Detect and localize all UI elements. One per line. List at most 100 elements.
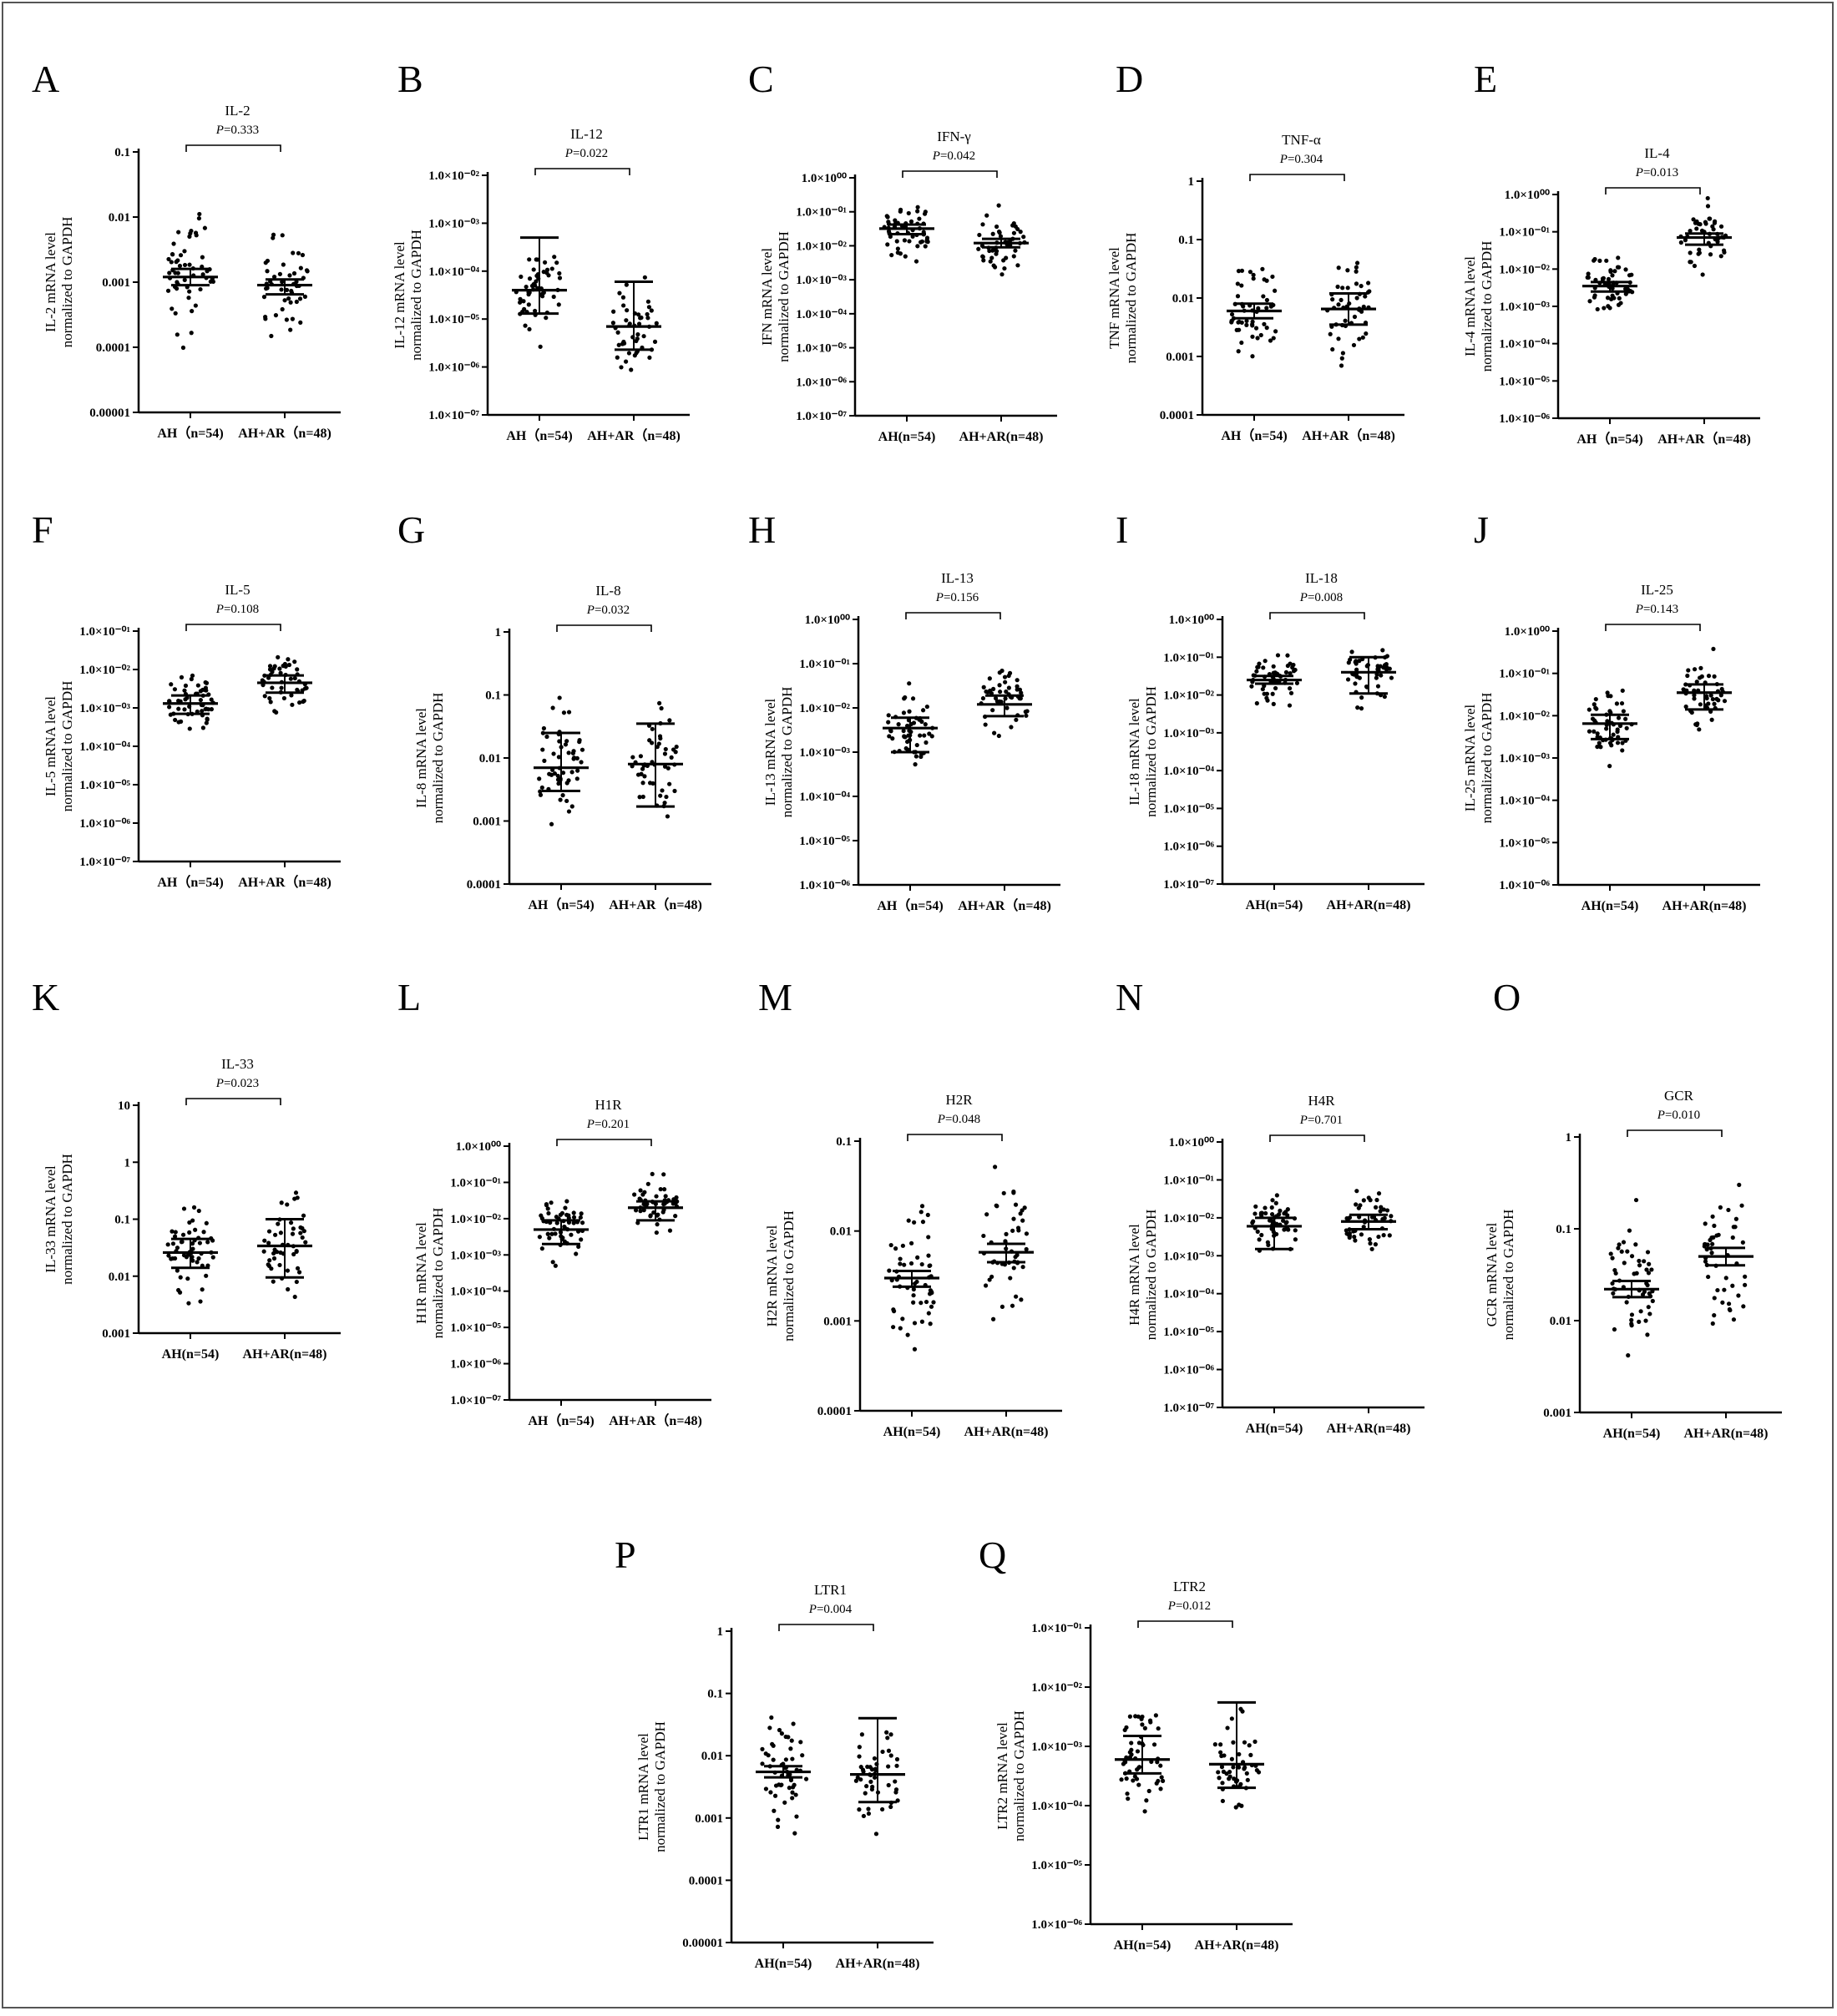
data-point — [1604, 726, 1609, 731]
p-value: P=0.333 — [215, 124, 259, 137]
y-axis-title-line: normalized to GAPDH — [1143, 1210, 1159, 1341]
data-point — [1718, 1205, 1723, 1210]
data-point — [1269, 1211, 1275, 1217]
data-point — [902, 734, 907, 740]
data-point — [537, 776, 542, 781]
data-point — [988, 688, 993, 693]
y-tick-label: 1.0×10⁻⁰¹ — [1031, 1622, 1082, 1635]
data-point — [1698, 665, 1703, 670]
data-point — [886, 220, 891, 225]
data-point — [551, 751, 556, 756]
data-point — [541, 725, 547, 731]
data-point — [648, 1213, 653, 1218]
y-tick-label: 1.0×10⁻⁰⁶ — [1163, 1364, 1214, 1377]
data-point — [182, 277, 187, 283]
data-point — [1288, 690, 1294, 695]
data-point — [1155, 1760, 1160, 1765]
data-point — [1366, 1195, 1371, 1200]
p-value: P=0.008 — [1299, 591, 1343, 604]
data-point — [1367, 1237, 1372, 1242]
data-point — [285, 1268, 291, 1273]
data-point — [1688, 228, 1693, 234]
data-point — [1285, 653, 1290, 658]
data-point — [518, 300, 523, 305]
data-point — [616, 342, 621, 347]
data-point — [549, 1200, 554, 1205]
data-point — [657, 700, 662, 705]
data-point — [289, 693, 294, 698]
panel-l: L 1.0×10⁰⁰ 1.0×10⁻⁰¹ 1.0×10⁻⁰² 1.0×10⁻⁰³ 1.0×… — [397, 976, 711, 1428]
data-point — [1217, 1776, 1222, 1781]
data-point — [998, 690, 1003, 695]
data-point — [865, 1764, 870, 1770]
data-point — [563, 1205, 568, 1210]
data-point — [1592, 729, 1597, 734]
data-point — [658, 793, 663, 798]
data-point — [646, 305, 652, 310]
data-point — [1126, 1796, 1131, 1801]
data-point — [1140, 1722, 1145, 1727]
p-symbol: P — [1635, 166, 1643, 179]
data-point — [1237, 1802, 1242, 1807]
data-point — [1683, 704, 1688, 710]
data-point — [181, 1206, 187, 1211]
y-tick-label: 1.0×10⁻⁰⁴ — [1499, 338, 1550, 351]
y-tick-label: 1.0×10⁻⁰¹ — [450, 1176, 501, 1190]
data-point — [990, 1316, 996, 1321]
data-point — [293, 1190, 299, 1195]
data-point — [903, 695, 908, 700]
data-point — [1242, 1765, 1247, 1770]
panel-letter: Q — [979, 1533, 1006, 1576]
data-point — [200, 709, 205, 714]
panel-letter: I — [1116, 508, 1128, 551]
data-point — [201, 1230, 206, 1235]
data-point — [611, 309, 616, 314]
data-point — [641, 334, 646, 339]
data-point — [1593, 705, 1598, 710]
data-point — [1015, 678, 1020, 683]
data-point — [1135, 1767, 1140, 1772]
data-point — [996, 203, 1001, 208]
data-point — [1382, 663, 1388, 668]
data-point — [637, 1196, 642, 1201]
data-point — [540, 747, 545, 752]
data-point — [1710, 1214, 1715, 1219]
data-point — [915, 205, 920, 210]
y-axis-title: H4R mRNA levelnormalized to GAPDH — [1126, 1210, 1159, 1341]
data-point — [1013, 1255, 1018, 1260]
data-point — [1612, 269, 1617, 274]
data-point — [922, 733, 927, 738]
data-point — [915, 1255, 920, 1260]
y-tick-label: 0.00001 — [682, 1937, 723, 1950]
data-point — [632, 1192, 637, 1197]
data-point — [1264, 695, 1269, 700]
data-point — [673, 750, 678, 755]
data-point — [171, 241, 176, 246]
y-axis-title-line: normalized to GAPDH — [781, 1210, 797, 1341]
data-point — [1132, 1774, 1137, 1779]
data-point — [1643, 1318, 1648, 1323]
data-point — [1650, 1298, 1655, 1304]
data-point — [1260, 266, 1265, 271]
data-point — [1024, 1231, 1030, 1236]
data-point — [285, 1202, 290, 1207]
data-point — [1620, 688, 1625, 693]
data-point — [868, 1779, 873, 1784]
data-point — [645, 316, 650, 321]
data-point — [1339, 297, 1344, 303]
data-point — [791, 1721, 796, 1726]
data-point — [674, 744, 679, 750]
y-tick-label: 1 — [495, 626, 502, 639]
data-point — [579, 1220, 585, 1225]
data-point — [1629, 1317, 1634, 1322]
data-point — [924, 740, 929, 745]
data-point — [1161, 1778, 1166, 1783]
data-point — [1358, 1203, 1363, 1208]
data-point — [642, 275, 647, 280]
data-point — [1608, 1251, 1613, 1256]
data-point — [197, 1240, 203, 1245]
data-point — [193, 230, 199, 235]
data-point — [901, 728, 906, 734]
data-point — [1354, 296, 1359, 301]
data-point — [656, 741, 661, 746]
